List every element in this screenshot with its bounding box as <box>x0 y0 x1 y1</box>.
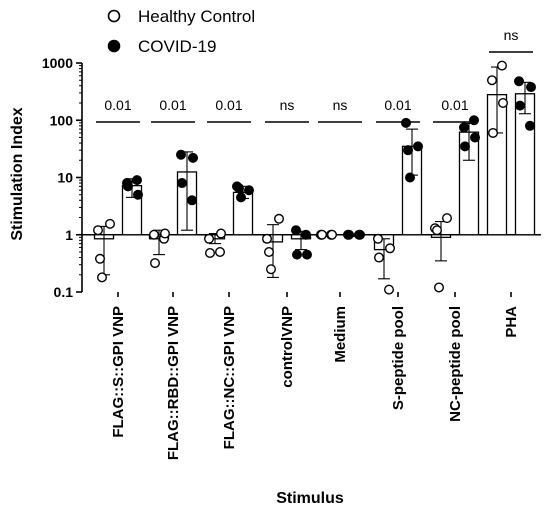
healthy-control-point <box>264 246 275 257</box>
covid-19-point <box>525 120 536 131</box>
healthy-control-point <box>159 228 170 239</box>
healthy-control-point <box>497 60 508 71</box>
healthy-control-point <box>214 246 225 257</box>
legend: Healthy Control COVID-19 <box>107 7 255 56</box>
healthy-control-point <box>204 247 215 258</box>
covid-19-point <box>186 195 197 206</box>
healthy-control-point <box>96 272 107 283</box>
covid-19-point <box>354 229 365 240</box>
covid-19-point <box>469 115 480 126</box>
covid-19-point <box>175 149 186 160</box>
significance-label: 0.01 <box>384 97 411 113</box>
bars <box>93 93 536 251</box>
covid-19-point <box>526 82 537 93</box>
covid-19-point <box>403 145 414 156</box>
covid-19-point <box>187 152 198 163</box>
x-tick-label: NC-peptide pool <box>447 306 464 422</box>
covid-19-point <box>243 185 254 196</box>
x-tick-labels: FLAG::S::GPI VNP FLAG::RBD::GPI VNP FLAG::… <box>110 306 520 460</box>
x-tick-label: PHA <box>503 306 520 338</box>
covid-19-point <box>460 141 471 152</box>
covid-19-point <box>413 141 424 152</box>
significance-label: ns <box>504 27 519 43</box>
healthy-control-point <box>385 243 396 254</box>
x-axis-title: Stimulus <box>276 490 344 507</box>
covid-19-point <box>301 229 312 240</box>
x-tick-label: FLAG::NC::GPI VNP <box>221 306 238 449</box>
x-tick-label: FLAG::S::GPI VNP <box>110 306 127 438</box>
healthy-control-point <box>374 252 385 263</box>
significance-label: 0.01 <box>104 97 131 113</box>
covid-19-point <box>514 76 525 87</box>
bar <box>514 93 536 236</box>
covid-19-point <box>233 183 244 194</box>
healthy-control-point <box>262 233 273 244</box>
legend-label-covid-19: COVID-19 <box>138 37 216 56</box>
covid-19-point <box>344 229 355 240</box>
healthy-control-point <box>203 233 214 244</box>
healthy-control-point <box>432 225 443 236</box>
significance-label: 0.01 <box>441 97 468 113</box>
data-points <box>92 60 537 295</box>
x-tick-label: controlVNP <box>279 306 296 388</box>
covid-19-point <box>401 117 412 128</box>
healthy-control-point <box>384 284 395 295</box>
significance-label: ns <box>333 97 348 113</box>
covid-19-point <box>131 175 142 186</box>
covid-19-point <box>459 122 470 133</box>
covid-19-point <box>470 132 481 143</box>
healthy-control-point <box>266 264 277 275</box>
healthy-control-point <box>317 229 328 240</box>
covid-19-point <box>292 249 303 260</box>
healthy-control-point <box>442 213 453 224</box>
legend-label-healthy-control: Healthy Control <box>138 7 255 26</box>
covid-19-point <box>235 192 246 203</box>
significance-annotations: 0.01 0.01 0.01 ns ns 0.01 0.01 ns <box>96 27 533 123</box>
healthy-control-point <box>94 253 105 264</box>
x-tick-label: Medium <box>332 306 349 363</box>
healthy-control-point <box>434 282 445 293</box>
covid-19-point <box>176 178 187 189</box>
significance-label: 0.01 <box>215 97 242 113</box>
covid-19-point <box>515 100 526 111</box>
healthy-control-point <box>215 228 226 239</box>
healthy-control-point <box>487 75 498 86</box>
covid-19-point <box>122 181 133 192</box>
legend-marker-healthy-control <box>107 9 121 23</box>
healthy-control-point <box>92 225 103 236</box>
y-axis-title: Stimulation Index <box>9 107 26 240</box>
healthy-control-point <box>148 229 159 240</box>
covid-19-point <box>405 172 416 183</box>
y-tick-label: 1 <box>65 227 73 243</box>
covid-19-point <box>291 225 302 236</box>
significance-label: 0.01 <box>159 97 186 113</box>
healthy-control-point <box>488 127 499 138</box>
healthy-control-point <box>149 258 160 269</box>
healthy-control-point <box>373 233 384 244</box>
x-tick-label: FLAG::RBD::GPI VNP <box>165 306 182 460</box>
covid-19-point <box>132 189 143 200</box>
y-tick-label: 0.1 <box>54 284 74 300</box>
healthy-control-point <box>327 229 338 240</box>
covid-19-point <box>302 249 313 260</box>
y-tick-label: 1000 <box>42 55 73 71</box>
healthy-control-point <box>498 98 509 109</box>
healthy-control-point <box>274 213 285 224</box>
x-tick-label: S-peptide pool <box>390 306 407 410</box>
y-tick-label: 10 <box>57 170 73 186</box>
significance-label: ns <box>280 97 295 113</box>
y-tick-label: 100 <box>50 112 74 128</box>
healthy-control-point <box>104 218 115 229</box>
legend-marker-covid-19 <box>107 39 121 53</box>
